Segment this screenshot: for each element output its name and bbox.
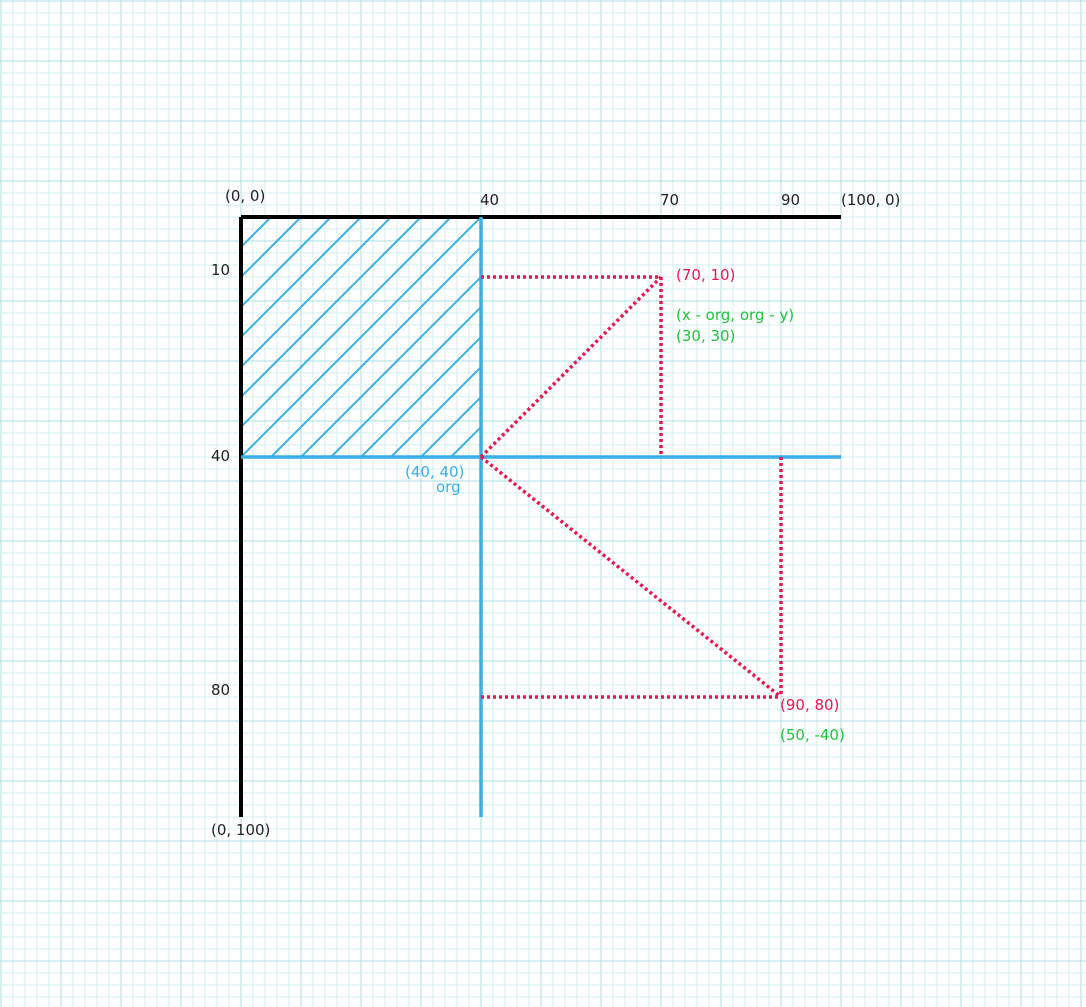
label-point-b: (90, 80) [780,696,839,714]
label-point-a-relative: (30, 30) [676,327,735,345]
hatch-line [299,275,481,457]
label-left-80: 80 [211,681,230,699]
label-point-b-relative: (50, -40) [780,726,845,744]
hatch-line [241,217,422,399]
label-formula: (x - org, org - y) [676,306,794,324]
label-point-a: (70, 10) [676,266,735,284]
org-to-point-a-line [479,275,663,459]
label-top-right: (100, 0) [841,191,900,209]
label-origin: (0, 0) [225,187,265,205]
label-bottom-left: (0, 100) [211,821,270,839]
hatch-line [241,217,332,309]
label-top-40: 40 [480,191,499,209]
org-to-point-b-line [479,455,783,699]
hatch-line [241,217,452,429]
label-left-10: 10 [211,261,230,279]
hatch-line [269,245,481,457]
hatch-line [241,217,362,339]
label-top-70: 70 [660,191,679,209]
hatched-region [241,217,481,457]
label-org-name: org [436,478,461,496]
hatch-line [241,217,392,369]
hatch-line [241,217,481,457]
label-org-coord: (40, 40) [405,463,464,481]
label-top-90: 90 [781,191,800,209]
label-left-40: 40 [211,447,230,465]
